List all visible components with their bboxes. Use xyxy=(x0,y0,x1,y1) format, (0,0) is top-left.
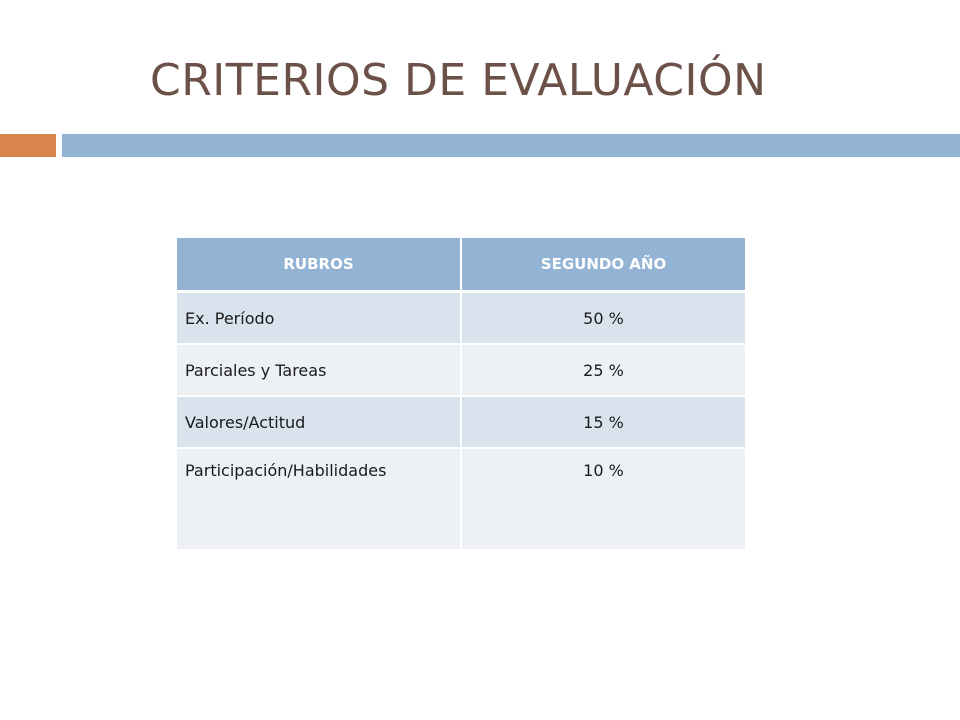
column-header-rubros: RUBROS xyxy=(177,238,462,293)
percentage-cell: 50 % xyxy=(461,290,745,344)
table-row: Participación/Habilidades 10 % xyxy=(177,447,745,549)
rubro-cell: Ex. Período xyxy=(177,290,462,344)
table-row: Ex. Período 50 % xyxy=(177,290,745,344)
evaluation-criteria-table: RUBROS SEGUNDO AÑO Ex. Período 50 % Parc… xyxy=(177,238,745,549)
slide-title: CRITERIOS DE EVALUACIÓN xyxy=(150,55,767,106)
percentage-cell: 10 % xyxy=(461,447,745,549)
percentage-cell: 25 % xyxy=(461,343,745,396)
table-header-row: RUBROS SEGUNDO AÑO xyxy=(177,238,745,293)
rubro-cell: Parciales y Tareas xyxy=(177,343,462,396)
title-accent-bar-orange xyxy=(0,134,56,157)
column-header-segundo-ano: SEGUNDO AÑO xyxy=(461,238,745,293)
rubro-cell: Valores/Actitud xyxy=(177,395,462,448)
title-accent-bar-blue xyxy=(62,134,960,157)
rubro-cell: Participación/Habilidades xyxy=(177,447,462,549)
percentage-cell: 15 % xyxy=(461,395,745,448)
table-row: Parciales y Tareas 25 % xyxy=(177,343,745,396)
table-row: Valores/Actitud 15 % xyxy=(177,395,745,448)
